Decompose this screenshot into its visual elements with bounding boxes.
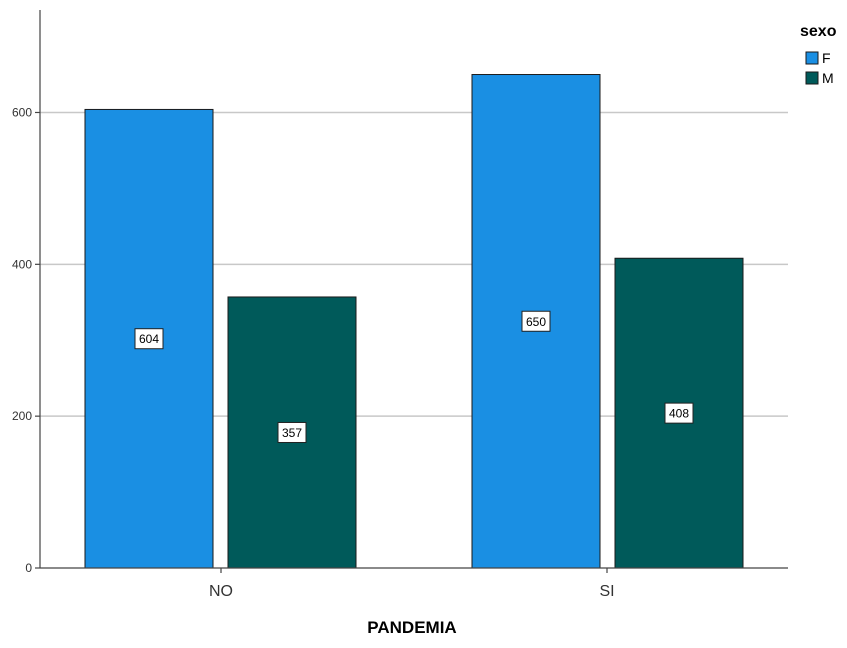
bars <box>84 74 744 569</box>
data-label: 357 <box>277 421 307 443</box>
y-tick-label: 0 <box>25 561 32 575</box>
axes <box>39 10 788 569</box>
data-label: 408 <box>664 402 694 424</box>
y-tick-label: 400 <box>12 257 32 271</box>
legend-title: sexo <box>800 23 837 40</box>
x-axis-title: PANDEMIA <box>367 618 456 637</box>
x-tick-label: SI <box>599 583 614 600</box>
legend-label-M: M <box>822 70 834 86</box>
tick-labels: 0 200 400 600 NO SI <box>12 105 615 600</box>
data-labels: 604 357 650 408 <box>134 310 694 443</box>
data-label-text: 650 <box>526 315 546 329</box>
data-label-box <box>134 328 164 350</box>
y-tick-label: 600 <box>12 105 32 119</box>
y-tick-label: 200 <box>12 409 32 423</box>
legend: sexo FM <box>800 23 837 86</box>
data-label: 650 <box>521 310 551 332</box>
data-label-box <box>277 421 307 443</box>
legend-swatch-M <box>805 71 819 85</box>
x-tick-label: NO <box>209 583 233 600</box>
data-label-text: 408 <box>669 407 689 421</box>
legend-label-F: F <box>822 50 831 66</box>
data-label-text: 604 <box>139 332 159 346</box>
data-label-box <box>521 310 551 332</box>
legend-swatch-F <box>805 51 819 65</box>
data-label: 604 <box>134 328 164 350</box>
data-label-box <box>664 402 694 424</box>
data-label-text: 357 <box>282 426 302 440</box>
